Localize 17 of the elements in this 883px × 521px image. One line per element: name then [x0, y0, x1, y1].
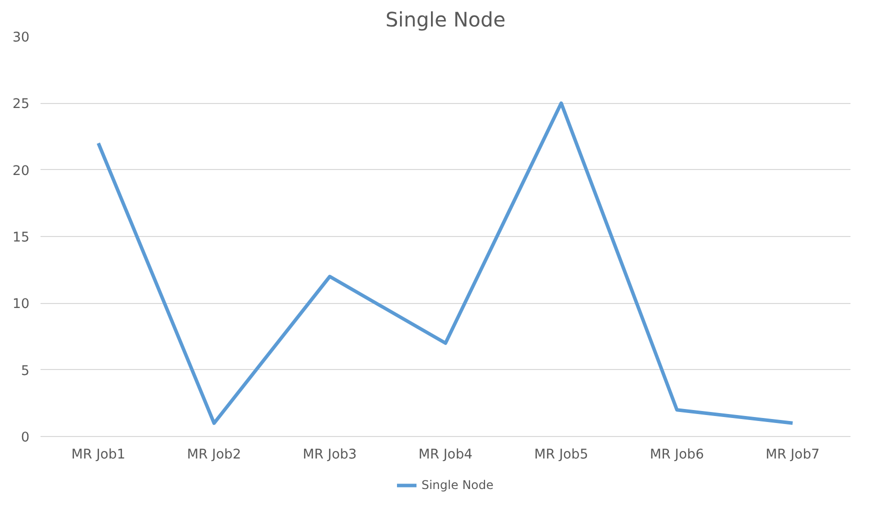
- y-tick-label: 30: [12, 30, 30, 46]
- y-tick-label: 25: [12, 97, 30, 112]
- y-tick-label: 5: [21, 364, 30, 379]
- x-tick-label: MR Job5: [534, 448, 588, 462]
- x-tick-label: MR Job7: [766, 448, 820, 462]
- y-tick-label: 10: [12, 297, 30, 312]
- x-tick-label: MR Job2: [187, 448, 242, 462]
- legend-label: Single Node: [421, 478, 494, 492]
- x-tick-label: MR Job6: [650, 448, 704, 462]
- chart-title: Single Node: [385, 8, 506, 32]
- x-tick-label: MR Job1: [71, 448, 126, 462]
- y-tick-label: 15: [12, 230, 30, 246]
- line-series: [96, 101, 794, 425]
- x-tick-label: MR Job3: [302, 448, 357, 462]
- y-tick-label: 0: [21, 430, 30, 446]
- y-tick-label: 20: [12, 164, 30, 179]
- x-tick-label: MR Job4: [418, 448, 473, 462]
